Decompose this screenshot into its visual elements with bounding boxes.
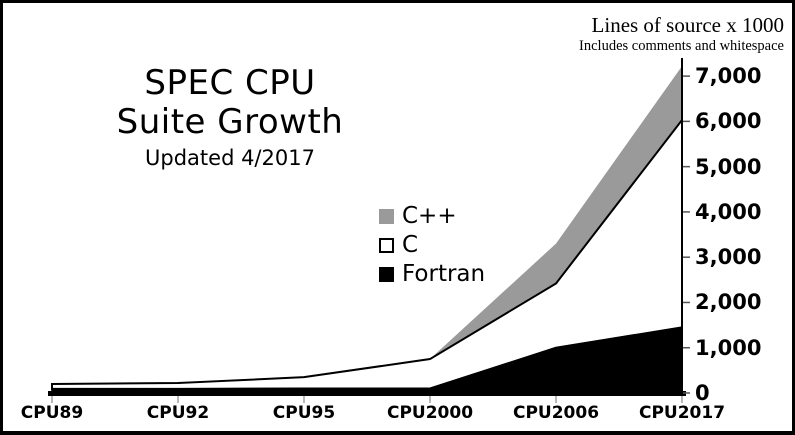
chart-title-block: SPEC CPU Suite Growth Updated 4/2017 xyxy=(60,64,400,171)
x-tick-mark xyxy=(177,396,179,403)
x-axis-label-cpu2017: CPU2017 xyxy=(638,403,726,423)
y-tick-mark xyxy=(683,346,690,349)
legend-item-fortran: Fortran xyxy=(379,260,485,289)
chart-title-line2: Suite Growth xyxy=(116,102,344,142)
x-axis-label-cpu89: CPU89 xyxy=(20,403,84,423)
x-tick-mark xyxy=(429,396,431,403)
x-axis-line xyxy=(48,391,686,396)
y-axis-title-note: Includes comments and whitespace xyxy=(579,38,784,54)
x-tick-mark xyxy=(555,396,557,403)
y-axis-label-0: 0 xyxy=(695,381,710,405)
legend-label-cpp: C++ xyxy=(402,203,457,229)
legend-label-c: C xyxy=(402,232,419,258)
chart-subtitle: Updated 4/2017 xyxy=(145,146,315,170)
y-axis-label-4000: 4,000 xyxy=(695,199,762,224)
y-axis-title: Lines of source x 1000 xyxy=(591,13,784,37)
x-axis-label-cpu95: CPU95 xyxy=(272,403,336,423)
y-axis-label-3000: 3,000 xyxy=(695,245,762,270)
y-axis-line xyxy=(681,58,683,396)
legend-item-cpp: C++ xyxy=(379,202,485,231)
x-tick-mark xyxy=(681,396,683,403)
x-tick-mark xyxy=(303,396,305,403)
chart-title-line1: SPEC CPU xyxy=(144,63,316,103)
y-tick-mark xyxy=(683,211,690,213)
cpp-swatch-icon xyxy=(379,209,394,224)
x-axis-label-cpu2006: CPU2006 xyxy=(512,403,600,423)
c-swatch-icon xyxy=(379,238,394,253)
y-tick-mark xyxy=(683,392,690,394)
fortran-swatch-icon xyxy=(379,267,394,282)
y-tick-mark xyxy=(683,75,690,77)
y-axis-label-7000: 7,000 xyxy=(695,64,762,89)
y-tick-mark xyxy=(683,165,690,168)
legend-label-fortran: Fortran xyxy=(402,261,486,287)
y-axis-label-5000: 5,000 xyxy=(695,154,762,179)
x-axis-label-cpu2000: CPU2000 xyxy=(386,403,474,423)
y-tick-mark xyxy=(683,301,690,304)
y-axis-label-6000: 6,000 xyxy=(695,109,762,134)
x-tick-mark xyxy=(51,396,53,403)
y-axis-label-2000: 2,000 xyxy=(695,290,762,315)
y-axis-title-block: Lines of source x 1000 Includes comments… xyxy=(579,13,784,55)
x-axis-label-cpu92: CPU92 xyxy=(146,403,210,423)
legend-item-c: C xyxy=(379,231,485,260)
y-tick-mark xyxy=(683,256,690,258)
y-tick-mark xyxy=(683,120,690,123)
y-axis-label-1000: 1,000 xyxy=(695,335,762,360)
legend: C++ C Fortran xyxy=(379,202,485,289)
